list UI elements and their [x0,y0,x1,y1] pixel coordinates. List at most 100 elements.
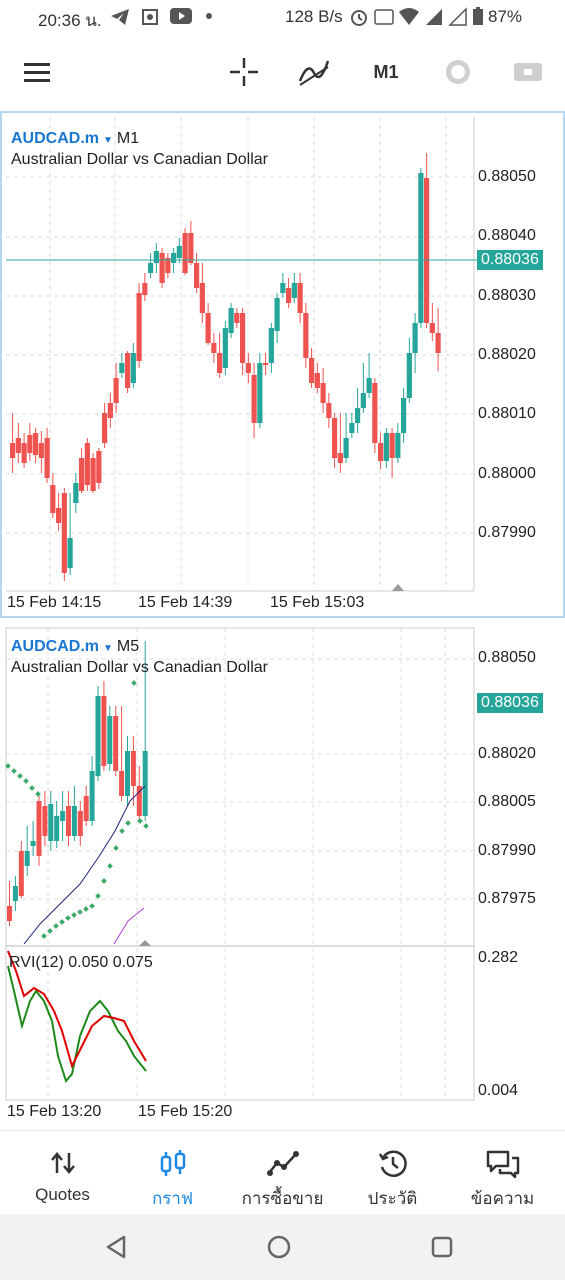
menu-button[interactable] [20,54,56,90]
candle-body [349,423,355,433]
chart1-time-label: 15 Feb 15:03 [270,594,365,611]
candle-body [217,353,223,373]
chart1-price-label: 0.88030 [478,287,536,304]
bottom-navigation: Quotes กราฟ การซื้อขาย ประวัติ ข้อความ [0,1130,565,1215]
nav-trade-label: การซื้อขาย [241,1189,324,1208]
timeframe-button[interactable]: M1 [373,61,399,82]
indicators-button[interactable] [296,54,332,90]
candle-body [332,418,338,458]
sar-dot [59,919,65,925]
candle-body [42,806,48,836]
new-order-button[interactable] [510,54,546,90]
candle-body [389,433,395,458]
candle-body [27,435,33,453]
ma-line [113,907,145,945]
dot-icon [206,13,212,19]
nav-history[interactable]: ประวัติ [336,1131,449,1215]
candle-body [366,378,372,393]
candle-body [159,253,165,283]
candle-body [79,458,85,491]
candle-body [291,283,297,298]
sar-dot [83,906,89,912]
candle-body [95,696,101,776]
candle-body [171,253,177,263]
nav-history-label: ประวัติ [367,1189,418,1208]
chart1-symbol[interactable]: AUDCAD.m [11,130,99,147]
sar-dot [53,923,59,929]
messages-icon [486,1150,519,1179]
candle-body [119,363,125,373]
chart2-canvas[interactable] [0,626,565,1122]
sar-dot [5,763,11,769]
candle-body [378,443,384,461]
candle-body [107,716,113,764]
battery-percent: 87% [488,7,523,26]
chart1-price-label: 0.88040 [478,227,536,244]
candle-body [314,373,320,388]
scroll-marker-icon [392,584,404,591]
candle-body [395,433,401,458]
chart2-time-label: 15 Feb 15:20 [138,1103,233,1120]
candle-body [56,508,62,523]
sar-dot [77,909,83,915]
nav-quotes[interactable]: Quotes [6,1131,119,1215]
status-bar: 20:36 น. 128 B/s 87% [0,0,565,34]
quotes-arrows-icon [50,1152,75,1174]
chart1-dropdown-icon[interactable]: ▼ [103,135,113,146]
chart-panel-m1[interactable]: AUDCAD.m ▼ M1 Australian Dollar vs Canadia… [0,111,565,618]
chart2-price-label: 0.88005 [478,793,536,810]
chart1-canvas[interactable] [2,113,563,616]
home-icon[interactable] [267,1235,291,1259]
nav-messages-label: ข้อความ [470,1189,535,1208]
chart-candles-icon [160,1150,185,1176]
chart2-dropdown-icon[interactable]: ▼ [103,643,113,654]
candle-body [142,751,148,816]
sar-dot [89,903,95,909]
candle-body [107,403,113,418]
candle-body [66,806,71,836]
candle-body [205,313,211,343]
sar-dot [71,912,77,918]
nav-chart[interactable]: กราฟ [116,1131,229,1215]
chart2-symbol[interactable]: AUDCAD.m [11,638,99,655]
candle-body [148,263,154,273]
chart2-price-label: 0.88050 [478,649,536,666]
candle-body [435,333,441,353]
chart2-price-label: 0.88020 [478,745,536,762]
wifi-icon [399,8,419,25]
candle-body [383,433,389,461]
nav-trade[interactable]: การซื้อขาย [226,1131,339,1215]
indicator-label: RVI(12) 0.050 0.075 [9,954,153,971]
candle-body [188,233,194,263]
candle-body [90,458,96,491]
candle-body [136,786,142,816]
nav-messages[interactable]: ข้อความ [446,1131,559,1215]
chart2-current-price-tag: 0.88036 [477,693,543,713]
candle-body [113,378,119,403]
recents-icon[interactable] [431,1236,453,1258]
sar-dot [23,778,29,784]
ma-line [23,785,146,945]
system-navigation-bar [0,1214,565,1280]
screenshot-icon [142,9,158,25]
crosshair-button[interactable] [226,54,262,90]
sar-dot [119,828,125,834]
network-speed: 128 B/s [285,7,343,26]
candle-body [48,804,54,841]
chart1-price-label: 0.88010 [478,405,536,422]
chart1-symbol-row[interactable]: AUDCAD.m ▼ M1 [11,130,139,148]
candle-body [113,716,119,771]
candle-body [38,443,44,458]
chart2-symbol-row[interactable]: AUDCAD.m ▼ M5 [11,638,139,656]
candle-body [343,438,349,458]
one-click-trading-button[interactable] [440,54,476,90]
back-icon[interactable] [104,1235,128,1259]
candle-body [263,363,269,365]
nav-chart-label: กราฟ [151,1189,193,1208]
indicator-max-label: 0.282 [478,949,519,966]
candle-body [257,363,263,423]
scroll-marker-icon [139,940,151,946]
chart-panel-m5[interactable]: AUDCAD.m ▼ M5 Australian Dollar vs Canadia… [0,626,565,1122]
candle-body [429,323,435,333]
candle-body [96,451,102,483]
